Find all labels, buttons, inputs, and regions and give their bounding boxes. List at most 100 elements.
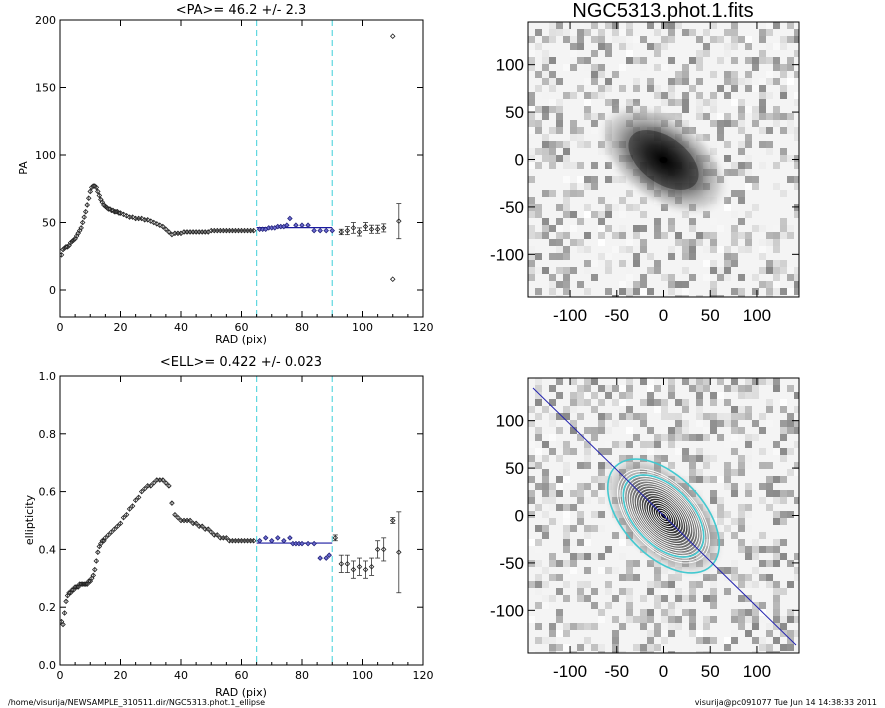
overlay-y-ticks: 100 50 0 -50 -100 [490,412,799,620]
img2-noise-pixel [640,609,647,616]
img2-noise-pixel [577,490,584,497]
img1-noise-pixel [766,78,773,85]
img2-noise-pixel [731,616,738,623]
img1-noise-pixel [787,288,794,295]
img1-noise-pixel [794,92,799,99]
img1-noise-pixel [703,113,710,120]
img2-noise-pixel [535,623,542,630]
img2-noise-pixel [661,455,668,462]
img1-noise-pixel [668,85,675,92]
img1-noise-pixel [682,253,689,260]
ell-data-point [135,494,142,501]
img2-noise-pixel [584,441,591,448]
img2-noise-pixel [682,623,689,630]
img2-noise-pixel [570,504,577,511]
pa-outer-point [389,33,396,39]
pa-data-point [95,188,101,195]
img1-noise-pixel [626,22,633,29]
img1-noise-pixel [528,274,535,281]
img1-noise-pixel [738,218,745,225]
img2-noise-pixel [738,546,745,553]
img1-noise-pixel [612,197,619,204]
img2-noise-pixel [563,441,570,448]
img2-noise-pixel [717,392,724,399]
img2-noise-pixel [563,623,570,630]
img2-noise-pixel [598,469,605,476]
img1-noise-pixel [731,162,738,169]
img1-noise-pixel [710,239,717,246]
img2-noise-pixel [598,553,605,560]
img2-noise-pixel [696,455,703,462]
img2-noise-pixel [577,546,584,553]
img1-noise-pixel [556,113,563,120]
img1-noise-pixel [633,253,640,260]
img2-noise-pixel [696,399,703,406]
img1-noise-pixel [542,92,549,99]
img1-noise-pixel [598,29,605,36]
img2-noise-pixel [535,637,542,644]
img2-noise-pixel [542,406,549,413]
img2-noise-pixel [619,588,626,595]
img2-noise-pixel [591,511,598,518]
img2-noise-pixel [745,434,752,441]
img2-noise-pixel [647,630,654,637]
pa-ytick-label: 200 [35,14,56,27]
footer-path: /home/visurija/NEWSAMPLE_310511.dir/NGC5… [8,698,265,707]
img1-noise-pixel [766,29,773,36]
img2-noise-pixel [696,420,703,427]
img1-noise-pixel [556,29,563,36]
img1-noise-pixel [696,239,703,246]
img2-noise-pixel [752,616,759,623]
img1-noise-pixel [661,295,668,297]
img2-noise-pixel [689,595,696,602]
img1-noise-pixel [682,99,689,106]
img1-noise-pixel [584,141,591,148]
img2-noise-pixel [731,385,738,392]
img1-noise-pixel [528,155,535,162]
img1-noise-pixel [738,78,745,85]
img2-noise-pixel [731,490,738,497]
img1-noise-pixel [570,134,577,141]
img2-noise-pixel [528,476,535,483]
img1-noise-pixel [535,253,542,260]
img2-noise-pixel [738,574,745,581]
img1-noise-pixel [717,120,724,127]
img1-noise-pixel [724,78,731,85]
img1-noise-pixel [780,113,787,120]
pa-data-point [82,208,89,215]
img2-noise-pixel [794,497,799,504]
img1-noise-pixel [563,204,570,211]
img1-noise-pixel [591,50,598,57]
img1-noise-pixel [640,36,647,43]
img1-noise-pixel [563,288,570,295]
img1-noise-pixel [647,43,654,50]
img1-noise-pixel [584,204,591,211]
img1-noise-pixel [766,127,773,134]
img2-noise-pixel [752,539,759,546]
img2-noise-pixel [619,574,626,581]
img1-noise-pixel [626,274,633,281]
img2-noise-pixel [773,588,780,595]
img1-noise-pixel [633,78,640,85]
img2-noise-pixel [640,399,647,406]
img2-noise-pixel [647,441,654,448]
img1-noise-pixel [584,99,591,106]
img1-noise-pixel [794,162,799,169]
img1-noise-pixel [780,148,787,155]
img2-noise-pixel [668,413,675,420]
img2-noise-pixel [682,434,689,441]
ell-data-point [193,520,199,527]
img1-noise-pixel [724,155,731,162]
img2-noise-pixel [689,385,696,392]
img1-noise-pixel [626,239,633,246]
img1-noise-pixel [766,267,773,274]
img2-noise-pixel [766,644,773,651]
img1-noise-pixel [759,253,766,260]
img2-noise-pixel [724,462,731,469]
img1-noise-pixel [675,99,682,106]
img1-noise-pixel [626,50,633,57]
img2-noise-pixel [724,637,731,644]
img2-noise-pixel [794,469,799,476]
pa-outer-point [362,223,369,230]
img1-noise-pixel [752,162,759,169]
